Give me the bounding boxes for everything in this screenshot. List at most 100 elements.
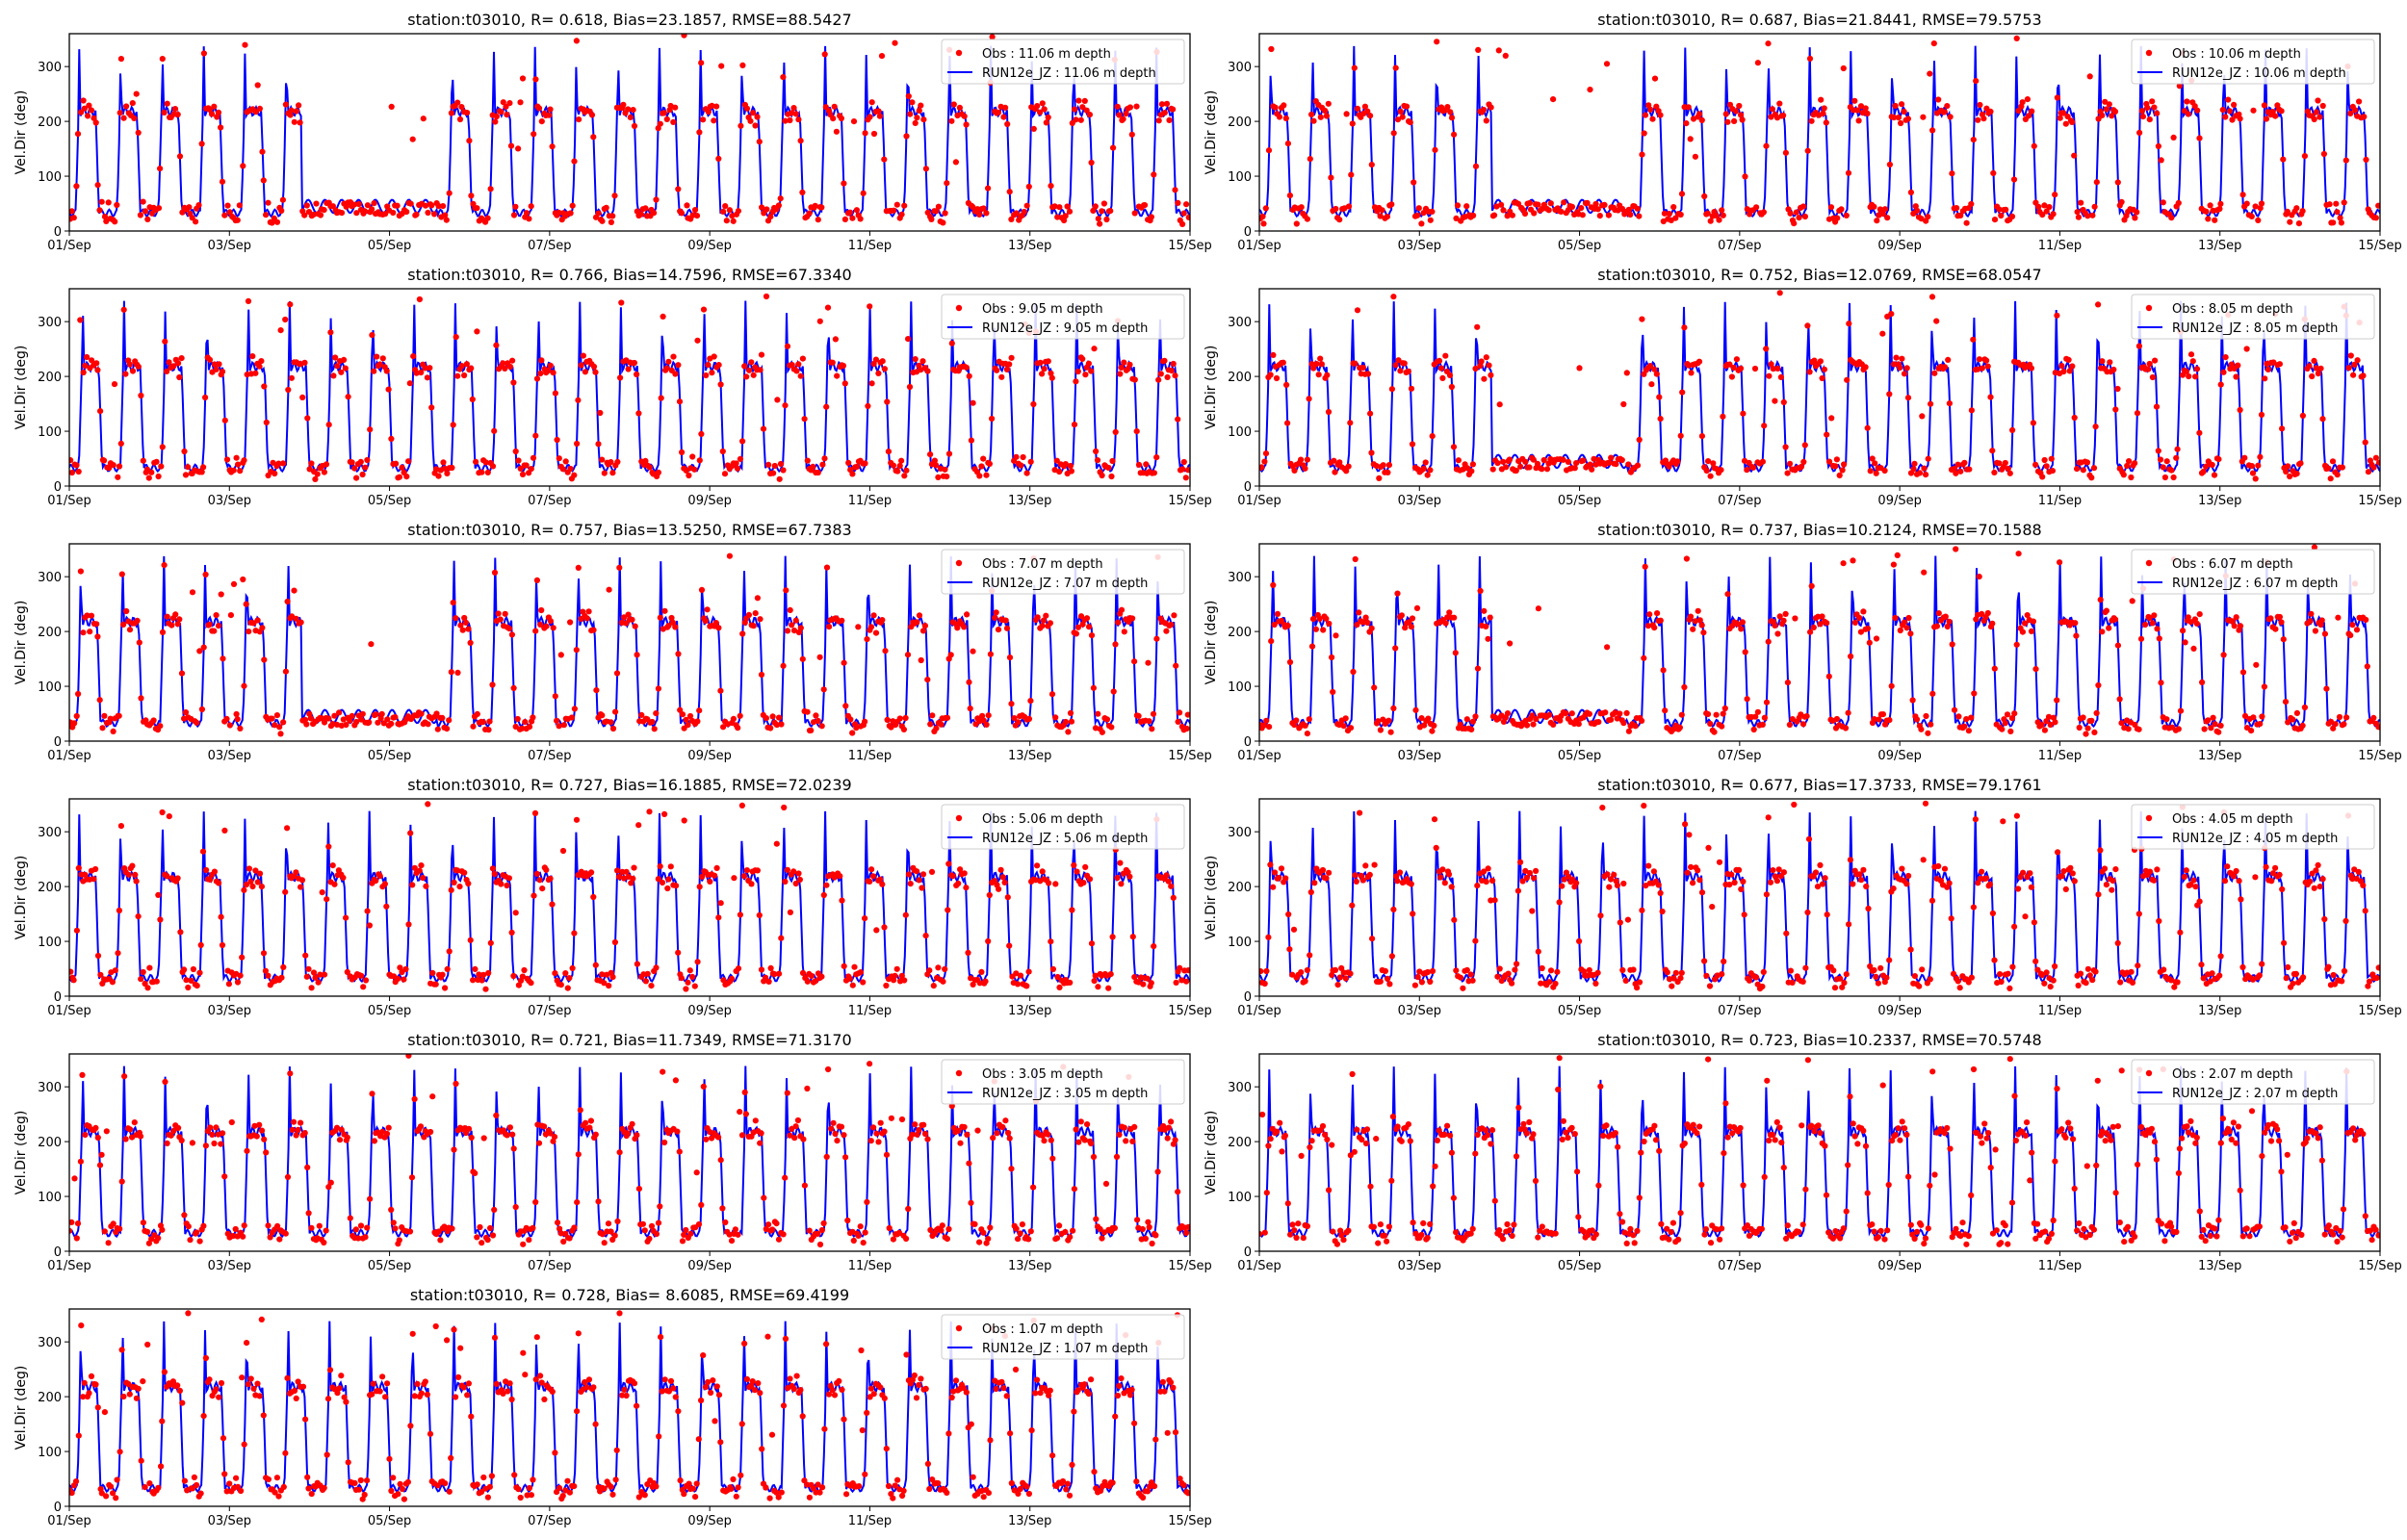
obs-point	[1698, 622, 1705, 629]
obs-point	[366, 922, 373, 929]
obs-point	[976, 1239, 983, 1245]
obs-point	[799, 655, 806, 662]
obs-point	[961, 624, 968, 630]
obs-point	[2011, 923, 2018, 930]
obs-point	[1535, 605, 1541, 612]
obs-point	[371, 368, 377, 374]
obs-point	[1806, 55, 1814, 62]
obs-point	[730, 218, 737, 224]
obs-point	[937, 465, 945, 472]
obs-point	[789, 110, 795, 116]
obs-point	[1782, 444, 1789, 450]
xtick-label: 05/Sep	[368, 1004, 411, 1018]
obs-point	[1385, 462, 1392, 469]
obs-point	[461, 614, 468, 622]
obs-point	[1573, 460, 1580, 467]
obs-point	[1651, 366, 1658, 372]
obs-point	[2272, 113, 2279, 119]
obs-point	[291, 587, 298, 594]
obs-point	[1701, 192, 1708, 199]
obs-point	[1421, 722, 1428, 729]
obs-point	[624, 1130, 632, 1137]
obs-point	[278, 974, 285, 981]
obs-point	[1489, 877, 1496, 885]
obs-point	[891, 207, 897, 214]
obs-point	[2103, 106, 2109, 113]
obs-point	[129, 100, 136, 107]
obs-point	[2134, 209, 2140, 216]
obs-point	[1933, 623, 1940, 629]
obs-point	[413, 211, 420, 218]
obs-point	[2112, 866, 2119, 873]
obs-point	[2013, 35, 2020, 42]
obs-point	[226, 722, 233, 729]
obs-point	[1618, 456, 1625, 464]
obs-point	[442, 985, 449, 991]
obs-point	[1116, 1131, 1123, 1138]
obs-point	[251, 1122, 258, 1129]
obs-point	[1894, 552, 1901, 559]
obs-point	[319, 889, 325, 896]
obs-point	[1998, 212, 2005, 219]
obs-point	[1863, 883, 1870, 890]
obs-point	[1185, 1223, 1190, 1230]
obs-point	[1796, 215, 1802, 221]
obs-point	[280, 460, 287, 467]
obs-point	[980, 205, 987, 212]
obs-point	[221, 417, 228, 424]
obs-point	[1605, 212, 1612, 218]
obs-point	[870, 1124, 877, 1131]
obs-point	[1912, 203, 1919, 210]
obs-point	[792, 111, 800, 117]
obs-point	[571, 706, 579, 712]
obs-point	[593, 687, 600, 694]
obs-point	[1613, 461, 1619, 468]
obs-point	[757, 1140, 764, 1146]
obs-point	[694, 718, 701, 725]
obs-point	[1916, 470, 1924, 476]
obs-point	[1000, 114, 1007, 120]
obs-point	[963, 885, 970, 891]
obs-point	[1013, 970, 1020, 977]
obs-point	[1865, 905, 1872, 912]
obs-point	[2084, 965, 2091, 972]
plot-area	[1259, 800, 2380, 992]
obs-point	[2285, 463, 2291, 470]
obs-point	[1179, 466, 1186, 473]
obs-point	[2118, 198, 2125, 205]
obs-point	[571, 930, 578, 937]
obs-point	[1152, 1232, 1159, 1239]
obs-point	[2125, 726, 2132, 732]
obs-point	[1983, 357, 1990, 364]
obs-point	[1431, 816, 1438, 823]
obs-point	[2217, 722, 2224, 730]
obs-point	[2175, 199, 2182, 206]
subplot-title: station:t03010, R= 0.727, Bias=16.1885, …	[407, 776, 851, 794]
obs-point	[905, 336, 912, 343]
obs-point	[2219, 107, 2226, 114]
obs-point	[1001, 879, 1008, 886]
obs-point	[466, 138, 473, 144]
obs-point	[855, 1232, 862, 1239]
obs-point	[1688, 370, 1695, 376]
obs-point	[282, 668, 289, 675]
obs-point	[323, 461, 330, 468]
xtick-label: 15/Sep	[2358, 1004, 2401, 1018]
obs-point	[1502, 52, 1509, 60]
obs-point	[1625, 728, 1632, 734]
obs-point	[1284, 622, 1291, 629]
obs-point	[2060, 110, 2067, 116]
obs-point	[1267, 372, 1274, 378]
obs-point	[1874, 218, 1880, 224]
obs-point	[961, 1123, 968, 1131]
obs-point	[1820, 881, 1826, 887]
obs-point	[484, 215, 491, 221]
obs-point	[1143, 461, 1150, 468]
obs-point	[243, 601, 249, 607]
obs-point	[218, 591, 224, 598]
obs-point	[849, 730, 856, 736]
obs-point	[252, 867, 259, 874]
obs-point	[582, 369, 589, 375]
obs-point	[1614, 715, 1620, 722]
obs-point	[1262, 205, 1269, 212]
